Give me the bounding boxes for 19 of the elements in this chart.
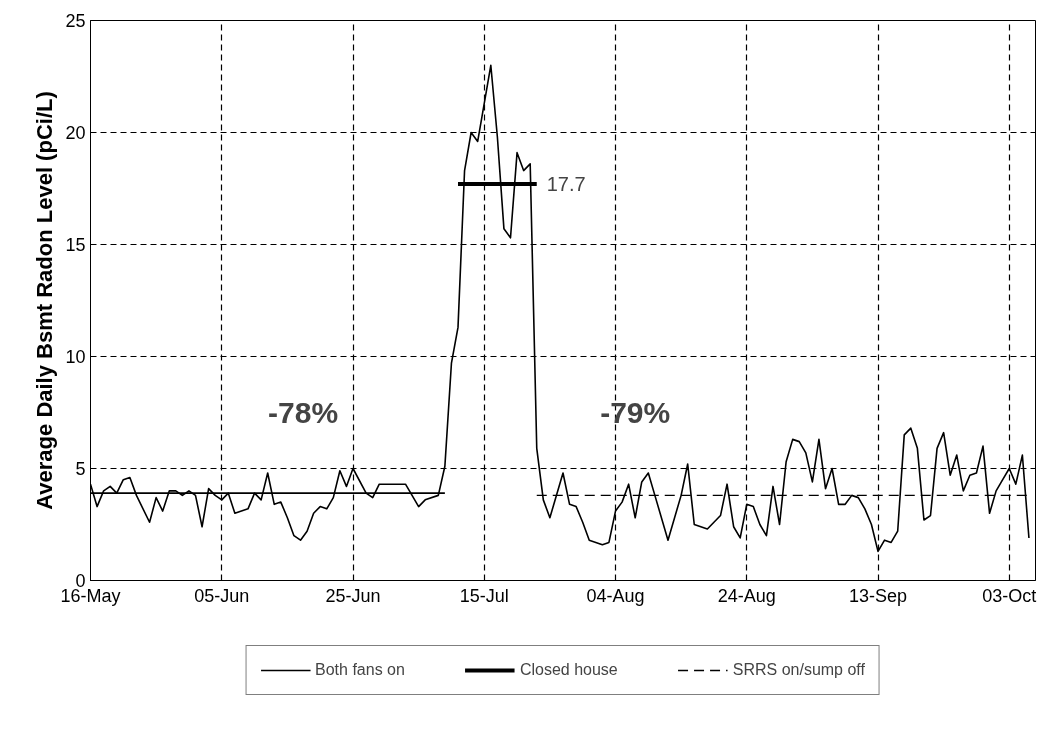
legend-label: Both fans on (315, 661, 405, 679)
x-tick-label: 04-Aug (586, 585, 645, 606)
x-tick-label: 15-Jul (459, 585, 509, 606)
x-tick-label: 05-Jun (194, 585, 250, 606)
x-tick-label: 03-Oct (982, 585, 1037, 606)
x-tick-label: 25-Jun (325, 585, 381, 606)
x-tick-label: 13-Sep (848, 585, 908, 606)
y-tick-label: 10 (65, 347, 86, 367)
x-tick-label: 24-Aug (717, 585, 776, 606)
legend-label: SRRS on/sump off (732, 661, 865, 679)
annotation: 17.7 (546, 173, 586, 196)
legend-label: Closed house (519, 661, 618, 679)
y-tick-label: 5 (75, 459, 86, 479)
y-tick-label: 25 (65, 11, 86, 31)
annotation: -78% (268, 396, 339, 429)
y-axis-title: Average Daily Bsmt Radon Level (pCi/L) (32, 91, 58, 510)
y-tick-label: 20 (65, 123, 86, 143)
annotation: -79% (600, 396, 671, 429)
y-tick-label: 15 (65, 235, 86, 255)
